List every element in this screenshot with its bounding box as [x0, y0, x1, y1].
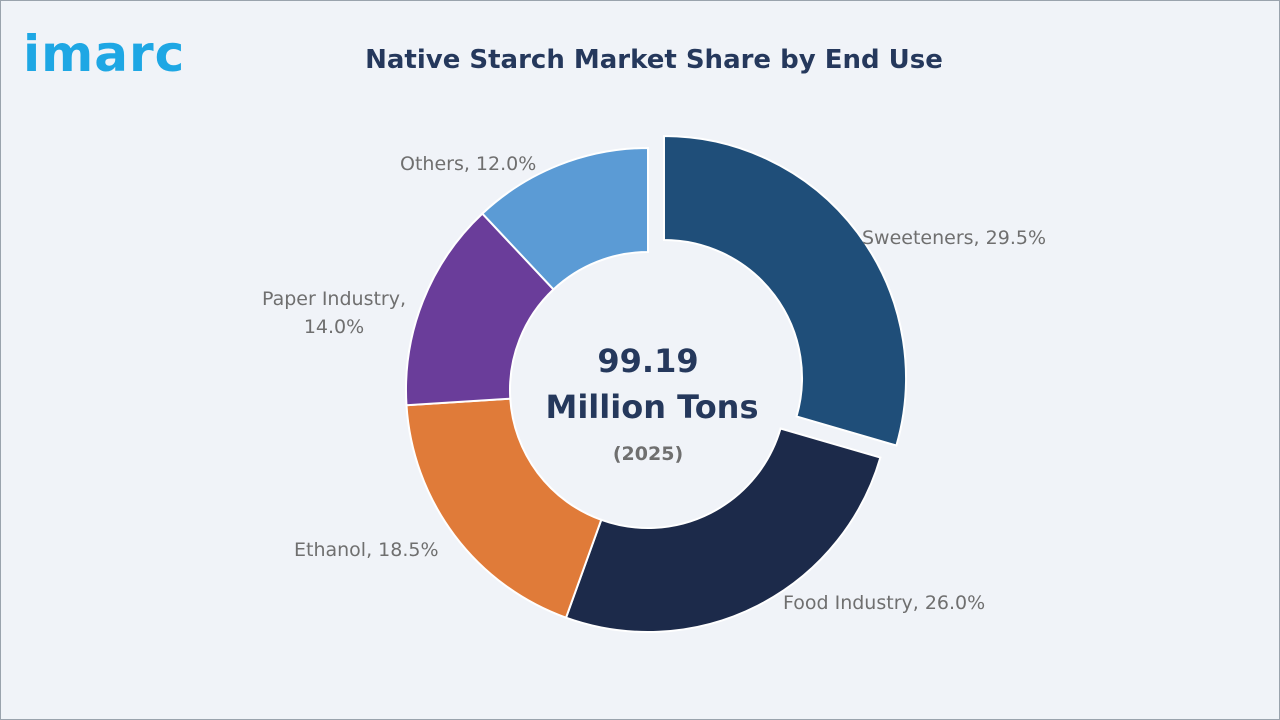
label-ethanol: Ethanol, 18.5% — [294, 539, 439, 561]
label-paper-industry-line2: 14.0% — [304, 316, 364, 338]
label-sweeteners: Sweeteners, 29.5% — [862, 227, 1046, 249]
slice-food-industry — [564, 427, 882, 633]
slice-ethanol — [405, 397, 603, 619]
slices-group — [405, 134, 907, 633]
slice-others — [480, 146, 649, 291]
label-paper-industry-line1: Paper Industry, — [262, 288, 406, 310]
chart-title: Native Starch Market Share by End Use — [365, 45, 943, 75]
center-year: (2025) — [613, 443, 683, 465]
center-unit: Million Tons — [545, 388, 758, 426]
imarc-logo: imarc — [23, 25, 186, 83]
label-others: Others, 12.0% — [400, 153, 536, 175]
slice-sweeteners — [662, 134, 907, 447]
label-food-industry: Food Industry, 26.0% — [783, 592, 985, 614]
center-value: 99.19 — [597, 342, 698, 380]
